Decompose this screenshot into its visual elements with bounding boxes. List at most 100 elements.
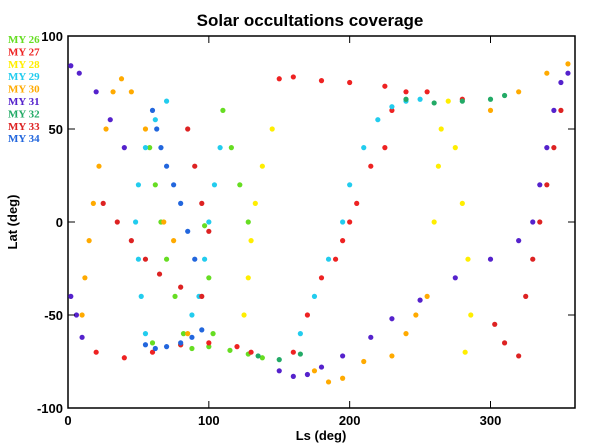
data-point — [172, 293, 178, 299]
data-point — [468, 312, 474, 318]
data-point — [431, 100, 437, 106]
data-point — [417, 96, 423, 102]
data-point — [340, 375, 346, 381]
data-point — [149, 107, 156, 113]
data-point — [178, 284, 184, 290]
data-point — [86, 238, 92, 244]
data-point — [79, 312, 85, 318]
data-point — [192, 163, 198, 169]
data-point — [171, 182, 177, 188]
data-point — [403, 89, 409, 95]
data-point — [206, 219, 212, 225]
data-point — [530, 256, 536, 262]
series-my-32 — [255, 92, 508, 363]
data-point — [389, 104, 395, 110]
data-point — [154, 126, 160, 132]
data-point — [220, 107, 226, 113]
data-point — [431, 219, 437, 225]
data-point — [189, 312, 195, 318]
data-point — [290, 373, 296, 379]
data-point — [340, 353, 346, 359]
data-point — [128, 238, 134, 244]
data-point — [142, 331, 149, 337]
data-point — [276, 76, 282, 82]
data-point — [332, 256, 339, 262]
data-point — [537, 219, 543, 225]
data-point — [228, 145, 234, 151]
data-point — [413, 312, 419, 318]
data-point — [403, 96, 409, 102]
data-point — [100, 200, 106, 206]
data-point — [142, 145, 149, 151]
series-my-26 — [147, 107, 265, 361]
x-tick-label: 0 — [64, 413, 71, 428]
data-point — [361, 145, 367, 151]
data-point — [389, 353, 395, 359]
data-point — [382, 145, 388, 151]
data-point — [147, 145, 153, 151]
legend-item: MY 32 — [8, 108, 40, 120]
data-point — [206, 340, 212, 346]
data-point — [462, 349, 468, 355]
data-point — [138, 293, 144, 299]
data-point — [82, 275, 88, 281]
series-my-27 — [93, 74, 465, 361]
data-point — [340, 219, 346, 225]
data-point — [178, 340, 184, 346]
legend-item: MY 34 — [8, 133, 40, 145]
data-point — [361, 358, 367, 365]
data-point — [424, 89, 430, 95]
data-point — [516, 353, 522, 359]
data-point — [325, 379, 332, 385]
data-point — [135, 256, 142, 262]
data-point — [347, 182, 353, 188]
data-point — [163, 98, 170, 104]
data-point — [189, 334, 195, 340]
legend-item: MY 33 — [8, 121, 40, 133]
data-point — [544, 70, 550, 76]
x-axis-label: Ls (deg) — [296, 428, 347, 443]
data-point — [558, 107, 564, 113]
data-point — [211, 182, 218, 188]
data-point — [189, 345, 195, 352]
data-point — [206, 228, 212, 234]
data-point — [382, 83, 388, 89]
data-point — [465, 256, 471, 262]
data-point — [248, 238, 254, 244]
data-point — [297, 331, 303, 337]
plot-area — [67, 35, 576, 409]
data-point — [544, 145, 550, 151]
data-points — [68, 61, 571, 385]
data-point — [245, 219, 251, 225]
data-point — [121, 145, 127, 151]
data-point — [103, 126, 109, 132]
data-point — [259, 163, 265, 169]
data-point — [161, 219, 167, 225]
data-point — [163, 256, 170, 262]
data-point — [199, 327, 205, 333]
data-point — [142, 126, 149, 132]
data-point — [245, 275, 251, 281]
data-point — [389, 107, 395, 113]
data-point — [252, 200, 258, 206]
data-point — [206, 344, 212, 350]
data-point — [435, 163, 441, 169]
data-point — [290, 349, 296, 355]
x-tick-label: 200 — [339, 413, 361, 428]
data-point — [142, 342, 149, 348]
data-point — [424, 293, 430, 299]
data-point — [185, 331, 191, 337]
data-point — [76, 70, 82, 76]
data-point — [551, 145, 557, 151]
data-point — [149, 349, 156, 355]
data-point — [523, 293, 529, 299]
data-point — [259, 355, 265, 361]
y-tick-label: 0 — [56, 215, 63, 230]
data-point — [340, 238, 346, 244]
series-my-28 — [241, 98, 474, 355]
data-point — [206, 275, 212, 281]
y-tick-label: -50 — [44, 308, 63, 323]
data-point — [318, 364, 325, 370]
